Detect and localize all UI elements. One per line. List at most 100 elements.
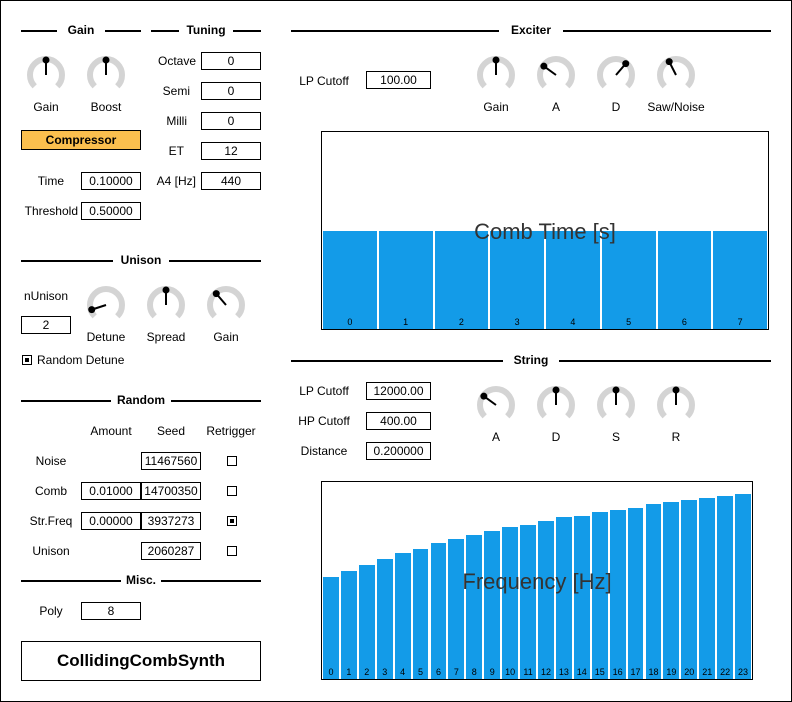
nunison-field[interactable]: 2: [21, 316, 71, 334]
strfreq-seed-field[interactable]: 3937273: [141, 512, 201, 530]
strfreq-amount-field[interactable]: 0.00000: [81, 512, 141, 530]
octave-field[interactable]: 0: [201, 52, 261, 70]
bar-3[interactable]: [490, 230, 544, 329]
unison-section-title: Unison: [120, 253, 162, 267]
comb-seed-field[interactable]: 14700350: [141, 482, 201, 500]
bar-index-label: 4: [400, 667, 406, 677]
bar-0[interactable]: [323, 576, 339, 679]
bar-11[interactable]: [520, 525, 536, 679]
exciter-attack-knob-label: A: [551, 100, 560, 114]
knob-handle: [42, 56, 50, 64]
knob-handle: [162, 286, 170, 294]
strfreq-retrigger-checkbox[interactable]: [227, 516, 237, 526]
unison-seed-field[interactable]: 2060287: [141, 542, 201, 560]
bar-19[interactable]: [663, 501, 680, 679]
threshold-field[interactable]: 0.50000: [81, 202, 141, 220]
nunison-label: nUnison: [24, 289, 69, 303]
detune-knob[interactable]: [86, 285, 126, 325]
bar-1[interactable]: [378, 230, 433, 329]
bar-21[interactable]: [699, 497, 716, 679]
bar-7[interactable]: [448, 539, 465, 679]
bar-index-label: 7: [737, 317, 743, 327]
spread-knob[interactable]: [146, 285, 186, 325]
bar-15[interactable]: [591, 511, 608, 679]
knob-handle: [665, 58, 673, 66]
bar-23[interactable]: [735, 493, 751, 679]
string-release-knob[interactable]: [656, 385, 696, 425]
bar-index-label: 6: [435, 667, 441, 677]
random-detune-checkbox[interactable]: [22, 355, 32, 365]
string-decay-knob[interactable]: [536, 385, 576, 425]
unison-retrigger-checkbox[interactable]: [227, 546, 237, 556]
exciter-gain-knob-label: Gain: [483, 100, 509, 114]
bar-17[interactable]: [627, 507, 644, 679]
noise-retrigger-checkbox[interactable]: [227, 456, 237, 466]
bar-4[interactable]: [546, 230, 600, 329]
tuning-section-header: Tuning: [151, 23, 261, 38]
bar-2[interactable]: [358, 564, 375, 679]
bar-6[interactable]: [657, 230, 712, 329]
string-decay-knob-label: D: [551, 430, 561, 444]
time-label: Time: [37, 174, 64, 188]
bar-index-label: 14: [576, 667, 587, 677]
random-detune-label: Random Detune: [37, 353, 125, 367]
bar-22[interactable]: [717, 495, 734, 679]
bar-16[interactable]: [609, 509, 626, 679]
exciter-lp-cutoff-field[interactable]: 100.00: [366, 71, 431, 89]
bar-2[interactable]: [434, 230, 489, 329]
bar-3[interactable]: [376, 558, 393, 679]
bar-12[interactable]: [538, 521, 554, 679]
et-field[interactable]: 12: [201, 142, 261, 160]
string-attack-knob[interactable]: [476, 385, 516, 425]
bar-index-label: 18: [648, 667, 659, 677]
saw-noise-knob[interactable]: [656, 55, 696, 95]
time-field[interactable]: 0.10000: [81, 172, 141, 190]
bar-0[interactable]: [323, 230, 377, 329]
knob-handle: [552, 386, 560, 394]
random-section-header: Random: [21, 393, 261, 408]
unison-gain-knob[interactable]: [206, 285, 246, 325]
bar-5[interactable]: [412, 548, 429, 679]
bar-1[interactable]: [340, 570, 357, 679]
a4-field[interactable]: 440: [201, 172, 261, 190]
compressor-toggle-button[interactable]: Compressor: [21, 130, 141, 150]
comb-time-bar-editor[interactable]: 0 1 2 3 4 5 6 7: [321, 131, 769, 330]
distance-field[interactable]: 0.200000: [366, 442, 431, 460]
string-lp-cutoff-field[interactable]: 12000.00: [366, 382, 431, 400]
bar-7[interactable]: [713, 230, 767, 329]
et-label: ET: [168, 144, 184, 158]
gain-section-header: Gain: [21, 23, 141, 38]
bar-index-label: 22: [720, 667, 731, 677]
semi-field[interactable]: 0: [201, 82, 261, 100]
noise-seed-field[interactable]: 11467560: [141, 452, 201, 470]
milli-field[interactable]: 0: [201, 112, 261, 130]
exciter-decay-knob[interactable]: [596, 55, 636, 95]
exciter-section-header: Exciter: [291, 23, 771, 38]
knob-handle: [612, 386, 620, 394]
bar-20[interactable]: [681, 499, 698, 679]
threshold-label: Threshold: [24, 204, 78, 218]
boost-knob[interactable]: [86, 55, 126, 95]
knob-handle: [480, 392, 488, 400]
bar-8[interactable]: [466, 535, 483, 679]
frequency-bar-editor[interactable]: 0 1 2 3 4 5 6 7 8 9 10 11 12 13 14 15 16 17 18 19 20 21 22 23: [321, 481, 753, 680]
poly-field[interactable]: 8: [81, 602, 141, 620]
bar-13[interactable]: [555, 517, 572, 679]
string-hp-cutoff-field[interactable]: 400.00: [366, 412, 431, 430]
bar-18[interactable]: [645, 503, 662, 679]
exciter-gain-knob[interactable]: [476, 55, 516, 95]
bar-6[interactable]: [430, 543, 447, 679]
bar-9[interactable]: [484, 531, 501, 679]
comb-retrigger-checkbox[interactable]: [227, 486, 237, 496]
bar-index-label: 0: [347, 317, 353, 327]
bar-index-label: 1: [346, 667, 352, 677]
string-sustain-knob[interactable]: [596, 385, 636, 425]
comb-amount-field[interactable]: 0.01000: [81, 482, 141, 500]
bar-10[interactable]: [502, 527, 519, 679]
bar-5[interactable]: [601, 230, 656, 329]
bar-index-label: 20: [684, 667, 695, 677]
exciter-attack-knob[interactable]: [536, 55, 576, 95]
bar-4[interactable]: [394, 552, 411, 679]
gain-knob[interactable]: [26, 55, 66, 95]
bar-14[interactable]: [573, 515, 590, 679]
